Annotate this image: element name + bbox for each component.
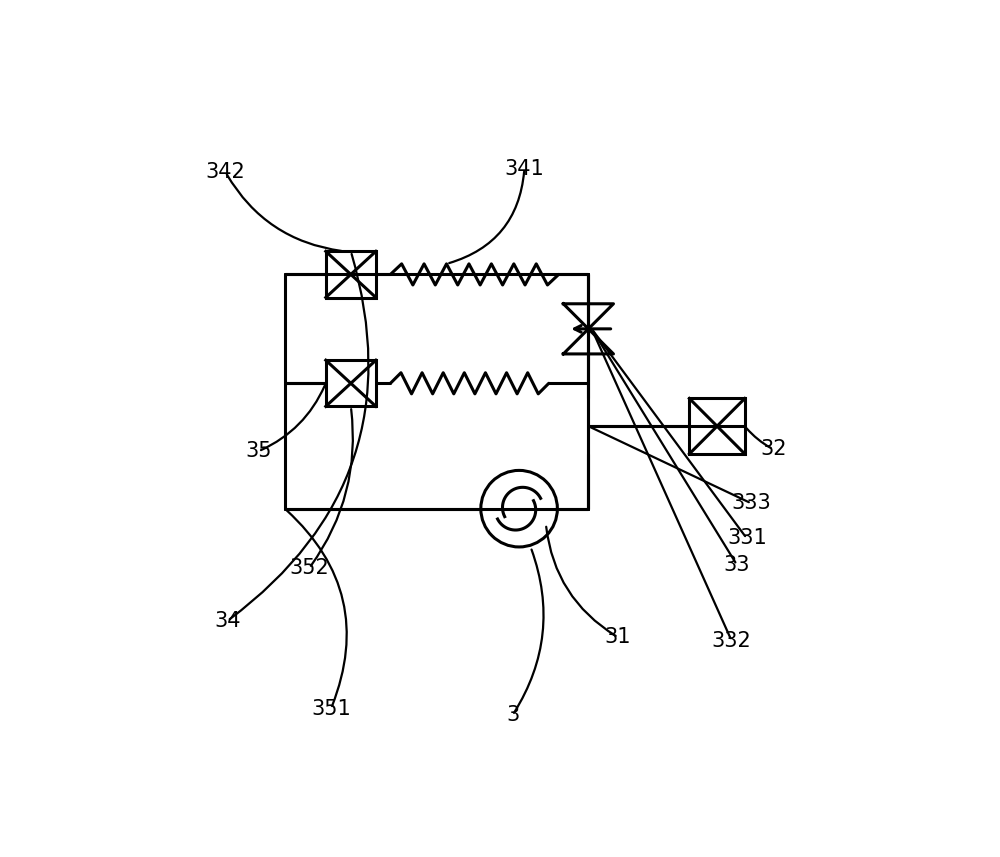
Text: 32: 32 xyxy=(760,440,786,459)
Text: 3: 3 xyxy=(506,705,519,725)
Text: 333: 333 xyxy=(732,494,771,513)
Text: 34: 34 xyxy=(214,611,241,631)
Text: 341: 341 xyxy=(505,159,544,179)
Text: 352: 352 xyxy=(289,558,329,578)
Text: 332: 332 xyxy=(712,631,751,650)
Text: 351: 351 xyxy=(311,698,351,719)
Text: 35: 35 xyxy=(245,441,272,461)
Text: 331: 331 xyxy=(727,529,767,548)
Bar xyxy=(689,399,745,454)
Text: 31: 31 xyxy=(605,627,631,647)
Bar xyxy=(326,360,376,406)
Text: 33: 33 xyxy=(724,554,750,575)
Text: 342: 342 xyxy=(206,162,245,183)
Bar xyxy=(326,251,376,297)
